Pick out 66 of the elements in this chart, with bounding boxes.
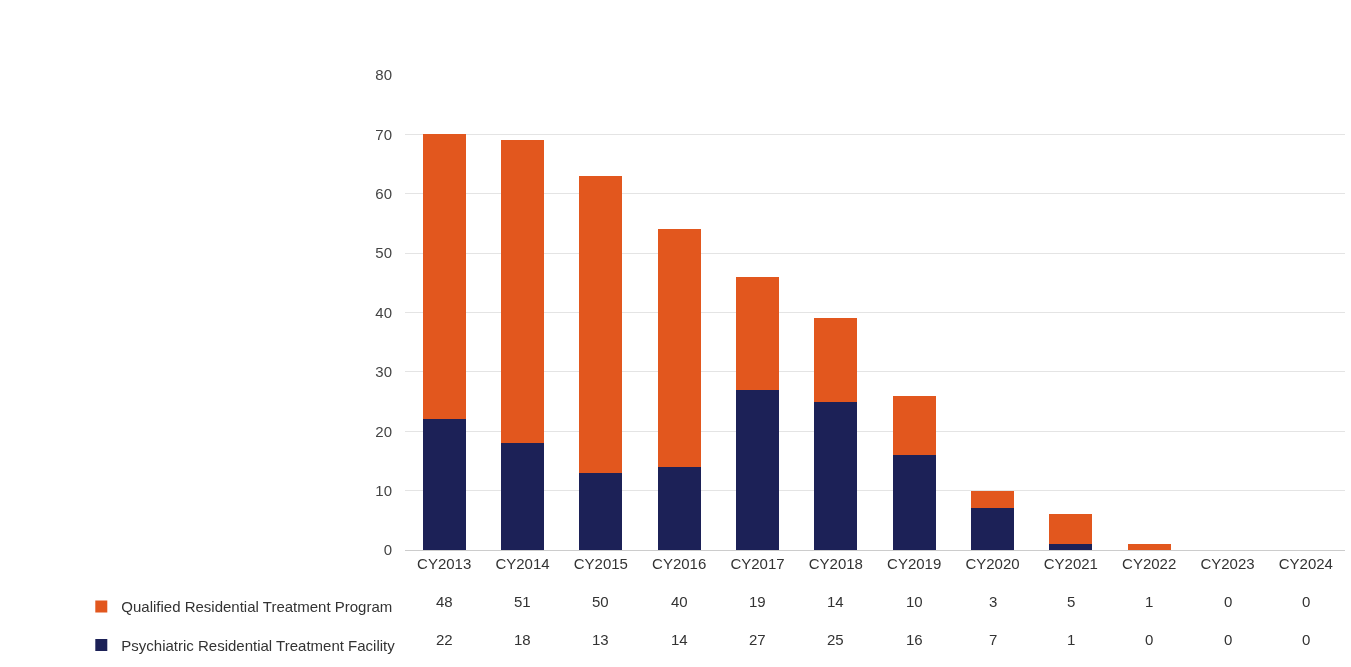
bar xyxy=(735,276,780,390)
data-label: 14 xyxy=(671,631,688,648)
data-label: 0 xyxy=(1224,593,1233,610)
y-tick-label: 0 xyxy=(383,541,392,559)
y-tick-label: 10 xyxy=(375,481,392,499)
y-tick-label: 50 xyxy=(375,244,392,262)
x-tick-label: CY2013 xyxy=(417,555,472,572)
data-label: 0 xyxy=(1145,631,1154,648)
data-label: 7 xyxy=(989,631,998,648)
data-label: 50 xyxy=(592,593,609,610)
bar xyxy=(892,395,936,455)
x-tick-label: CY2014 xyxy=(495,555,550,572)
data-label: 18 xyxy=(514,631,531,648)
x-tick-label: CY2023 xyxy=(1200,555,1255,572)
data-label: 13 xyxy=(592,631,609,648)
x-tick-label: CY2022 xyxy=(1122,555,1177,572)
y-tick-label: 60 xyxy=(375,185,392,202)
data-label: 1 xyxy=(1067,631,1076,648)
data-label: 0 xyxy=(1224,631,1233,648)
data-label: 25 xyxy=(827,631,844,648)
bar xyxy=(970,490,1015,509)
y-tick-label: 20 xyxy=(375,422,392,440)
bar xyxy=(970,508,1015,550)
x-tick-label: CY2015 xyxy=(573,555,628,572)
data-label: 27 xyxy=(749,631,766,648)
bar xyxy=(500,140,545,444)
bar xyxy=(814,318,858,402)
data-label: 51 xyxy=(514,593,531,610)
data-label: 5 xyxy=(1067,593,1076,610)
bar xyxy=(814,401,858,550)
legend-label: Psychiatric Residential Treatment Facility xyxy=(121,636,396,654)
x-tick-label: CY2024 xyxy=(1278,555,1333,572)
bar xyxy=(735,389,780,550)
bar xyxy=(892,455,936,550)
data-label: 10 xyxy=(906,593,923,610)
x-tick-label: CY2017 xyxy=(730,555,785,572)
data-label: 1 xyxy=(1145,593,1154,610)
bar xyxy=(579,472,623,550)
data-label: 0 xyxy=(1302,593,1311,610)
data-label: 16 xyxy=(906,631,923,648)
bar xyxy=(657,229,701,467)
x-tick-label: CY2020 xyxy=(965,555,1020,572)
x-tick-label: CY2018 xyxy=(808,555,863,572)
data-label: 40 xyxy=(671,593,688,610)
x-tick-label: CY2019 xyxy=(887,555,942,572)
y-tick-label: 80 xyxy=(375,66,392,84)
data-label: 48 xyxy=(436,593,453,610)
bar xyxy=(657,466,701,550)
bar xyxy=(422,134,466,420)
x-tick-label: CY2021 xyxy=(1043,555,1098,572)
y-tick-label: 70 xyxy=(375,125,392,143)
y-tick-label: 40 xyxy=(375,303,392,321)
bar xyxy=(500,443,545,550)
data-label: 0 xyxy=(1302,631,1311,648)
bar xyxy=(579,175,623,473)
data-label: 19 xyxy=(749,593,766,610)
bar xyxy=(1127,544,1171,550)
x-tick-label: CY2016 xyxy=(652,555,707,572)
data-label: 3 xyxy=(989,593,998,610)
data-label: 14 xyxy=(827,593,844,610)
bar xyxy=(422,419,466,550)
y-tick-label: 30 xyxy=(375,363,392,381)
bar xyxy=(1049,544,1093,550)
legend-label: Qualified Residential Treatment Program xyxy=(121,598,393,616)
data-label: 22 xyxy=(436,631,453,648)
bar xyxy=(1049,514,1093,545)
